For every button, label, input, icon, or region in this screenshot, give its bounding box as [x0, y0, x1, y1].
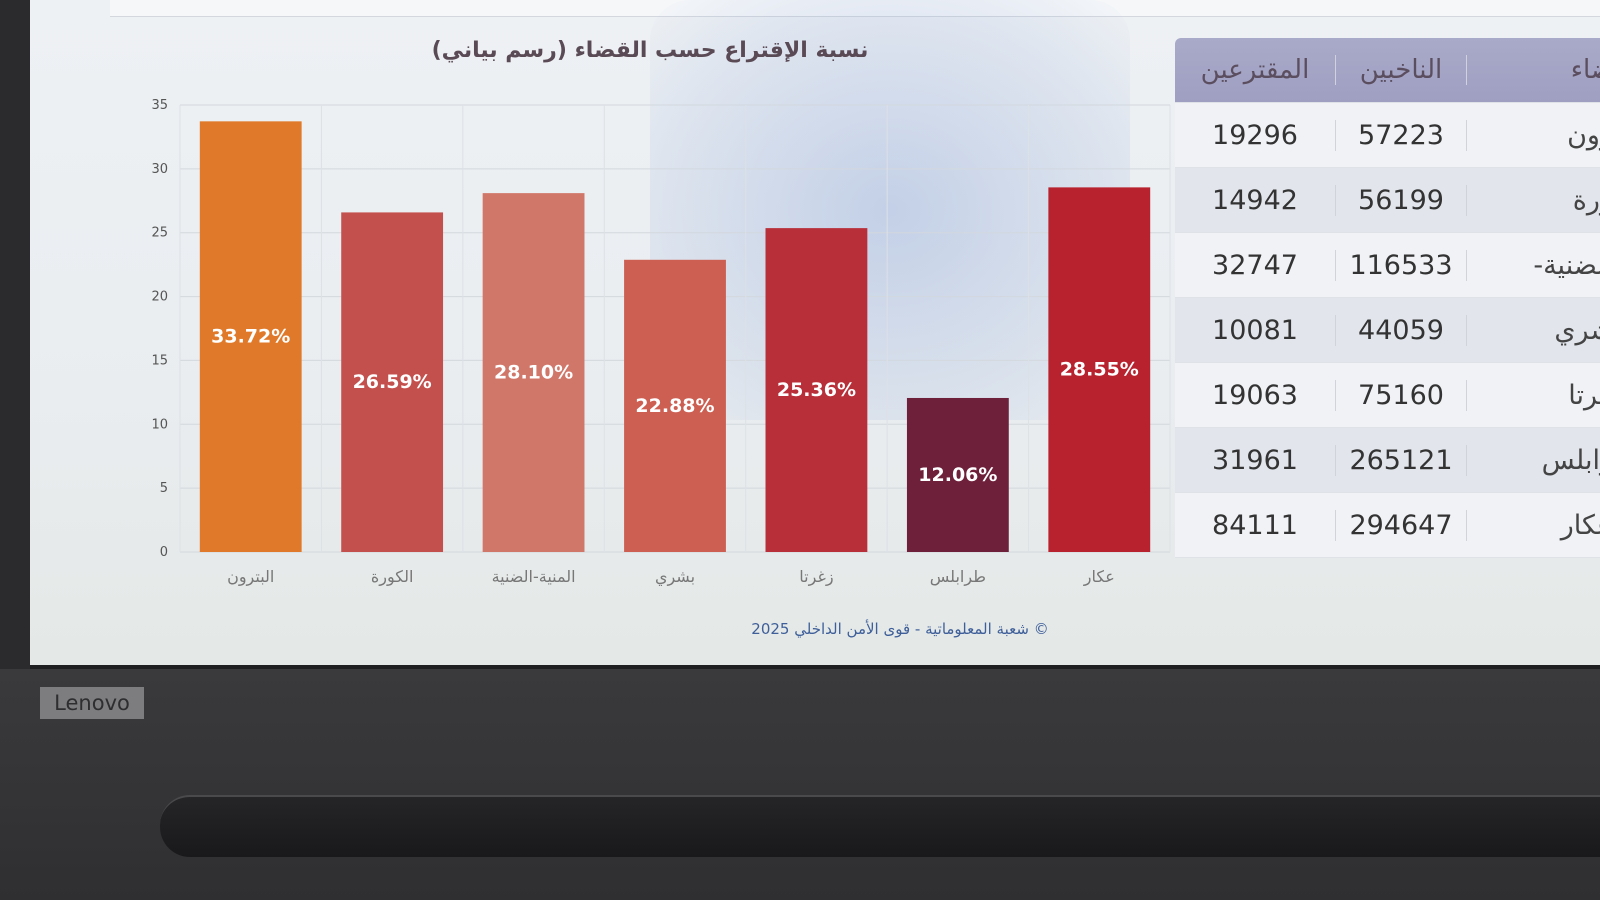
bar — [765, 228, 868, 552]
y-tick-label: 0 — [160, 545, 168, 560]
header-voters[interactable]: المقترعين — [1175, 55, 1336, 85]
bar — [482, 193, 585, 552]
voters-cell: 84111 — [1175, 509, 1336, 541]
voters-cell: 14942 — [1175, 184, 1336, 216]
data-label: 22.88% — [635, 395, 714, 417]
registered-cell: 75160 — [1336, 379, 1467, 411]
y-tick-label: 10 — [151, 417, 168, 432]
bar — [906, 397, 1009, 552]
y-tick-label: 35 — [151, 98, 168, 113]
voters-cell: 10081 — [1175, 314, 1336, 346]
laptop-hinge — [160, 795, 1600, 857]
x-tick-label: البترون — [227, 567, 274, 587]
district-cell: رابلس — [1541, 444, 1600, 476]
voters-cell: 31961 — [1175, 444, 1336, 476]
header-district[interactable]: ضاء — [1570, 55, 1600, 85]
data-label: 26.59% — [353, 371, 432, 393]
bar — [624, 259, 726, 552]
bar — [341, 212, 444, 552]
data-label: 28.55% — [1060, 359, 1139, 381]
bar — [199, 121, 302, 553]
district-cell: -الضنية — [1533, 249, 1600, 281]
district-cell: عكار — [1560, 509, 1600, 541]
y-tick-label: 30 — [151, 162, 168, 177]
table-header: المقترعين الناخبين ضاء — [1175, 38, 1600, 103]
voters-cell: 19063 — [1175, 379, 1336, 411]
registered-cell: 57223 — [1336, 119, 1467, 151]
chart-title: نسبة الإقتراع حسب القضاء (رسم بياني) — [431, 38, 869, 63]
registered-cell: 44059 — [1336, 314, 1467, 346]
registered-cell: 294647 — [1336, 509, 1467, 541]
registered-cell: 116533 — [1336, 249, 1467, 281]
footer-copyright: © شعبة المعلوماتية - قوى الأمن الداخلي 2… — [751, 620, 1049, 638]
y-tick-label: 25 — [151, 226, 168, 241]
data-label: 28.10% — [494, 362, 573, 384]
x-tick-label: طرابلس — [930, 567, 986, 587]
x-tick-label: الكورة — [371, 567, 414, 587]
laptop-bezel — [0, 669, 1600, 900]
district-cell: شري — [1554, 314, 1600, 346]
y-tick-label: 15 — [151, 353, 168, 368]
x-tick-label: المنية-الضنية — [492, 567, 576, 586]
header-registered[interactable]: الناخبين — [1336, 55, 1467, 85]
x-tick-label: بشري — [655, 567, 695, 587]
data-label: 25.36% — [777, 379, 856, 401]
registered-cell: 265121 — [1336, 444, 1467, 476]
bar — [1048, 187, 1151, 552]
x-tick-label: عكار — [1083, 567, 1115, 587]
data-label: 12.06% — [918, 464, 997, 486]
screen: نسبة الإقتراع حسب القضاء (رسم بياني) 0 5 1… — [30, 0, 1600, 669]
voters-cell: 32747 — [1175, 249, 1336, 281]
registered-cell: 56199 — [1336, 184, 1467, 216]
bar-chart: 0 5 10 15 20 25 30 35 33.72% البترون 26.59% الكورة 2… — [151, 98, 1171, 587]
x-tick-label: زغرتا — [799, 567, 833, 587]
district-cell: غرتا — [1568, 379, 1600, 411]
district-cell: رون — [1567, 119, 1600, 151]
y-tick-label: 5 — [160, 481, 168, 496]
voters-cell: 19296 — [1175, 119, 1336, 151]
district-cell: ورة — [1572, 184, 1600, 216]
brand-logo: Lenovo — [40, 687, 144, 719]
y-tick-label: 20 — [151, 290, 168, 305]
data-label: 33.72% — [211, 326, 290, 348]
top-bar — [110, 0, 1600, 17]
